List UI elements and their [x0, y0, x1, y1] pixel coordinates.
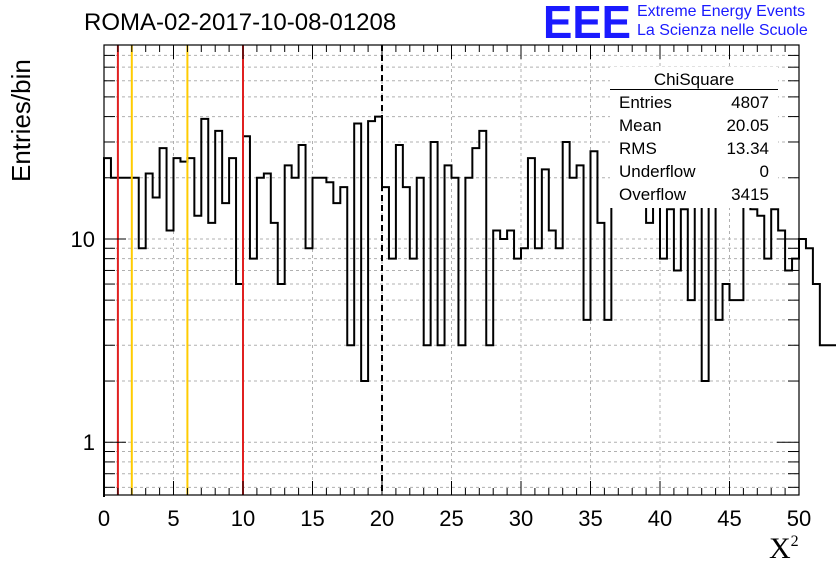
- stats-label: Entries: [619, 93, 672, 112]
- stats-divider: [610, 89, 778, 90]
- x-tick-label: 15: [300, 506, 324, 531]
- stats-title: ChiSquare: [653, 70, 735, 89]
- eee-logo-letters: EEE: [543, 2, 631, 42]
- stats-value: 3415: [731, 185, 769, 204]
- histogram-outline: [103, 115, 836, 497]
- stats-value: 13.34: [726, 139, 769, 158]
- x-tick-label: 35: [578, 506, 602, 531]
- stats-value: 0: [759, 162, 769, 181]
- stats-label: Overflow: [619, 185, 687, 204]
- histogram: [103, 115, 836, 497]
- x-axis-label-superscript: 2: [790, 533, 799, 550]
- x-tick-label: 10: [231, 506, 255, 531]
- x-axis-label: X2: [769, 532, 799, 566]
- axes: 0 5 10 15 20 25 30 35 40 45 50 1 10: [71, 44, 811, 531]
- stats-value: 4807: [731, 93, 769, 112]
- stats-value: 20.05: [726, 116, 769, 135]
- x-tick-label: 0: [98, 506, 110, 531]
- stats-row-underflow: Underflow 0: [619, 162, 769, 182]
- stats-row-rms: RMS 13.34: [619, 139, 769, 159]
- y-axis-label: Entries/bin: [6, 59, 36, 182]
- logo-line-1: Extreme Energy Events: [637, 3, 806, 20]
- x-tick-label: 50: [787, 506, 811, 531]
- x-tick-label: 30: [509, 506, 533, 531]
- stats-label: RMS: [619, 139, 657, 158]
- stats-row-mean: Mean 20.05: [619, 116, 769, 136]
- x-tick-label: 40: [648, 506, 672, 531]
- x-tick-label: 20: [370, 506, 394, 531]
- reference-lines: [116, 45, 383, 495]
- x-tick-label: 45: [717, 506, 741, 531]
- stats-row-overflow: Overflow 3415: [619, 185, 769, 205]
- x-tick-label: 5: [167, 506, 179, 531]
- eee-logo: EEE: [543, 2, 631, 42]
- stats-box: ChiSquare Entries 4807 Mean 20.05 RMS 13…: [610, 67, 778, 208]
- stats-label: Mean: [619, 116, 662, 135]
- y-tick-label: 1: [83, 430, 95, 455]
- logo-line-2: La Scienza nelle Scuole: [637, 22, 808, 39]
- chart-title: ROMA-02-2017-10-08-01208: [84, 9, 397, 36]
- y-tick-label: 10: [71, 227, 95, 252]
- stats-row-entries: Entries 4807: [619, 93, 769, 113]
- stats-label: Underflow: [619, 162, 696, 181]
- x-tick-label: 25: [439, 506, 463, 531]
- grid-lines: [104, 45, 799, 495]
- x-axis-label-base: X: [769, 532, 791, 565]
